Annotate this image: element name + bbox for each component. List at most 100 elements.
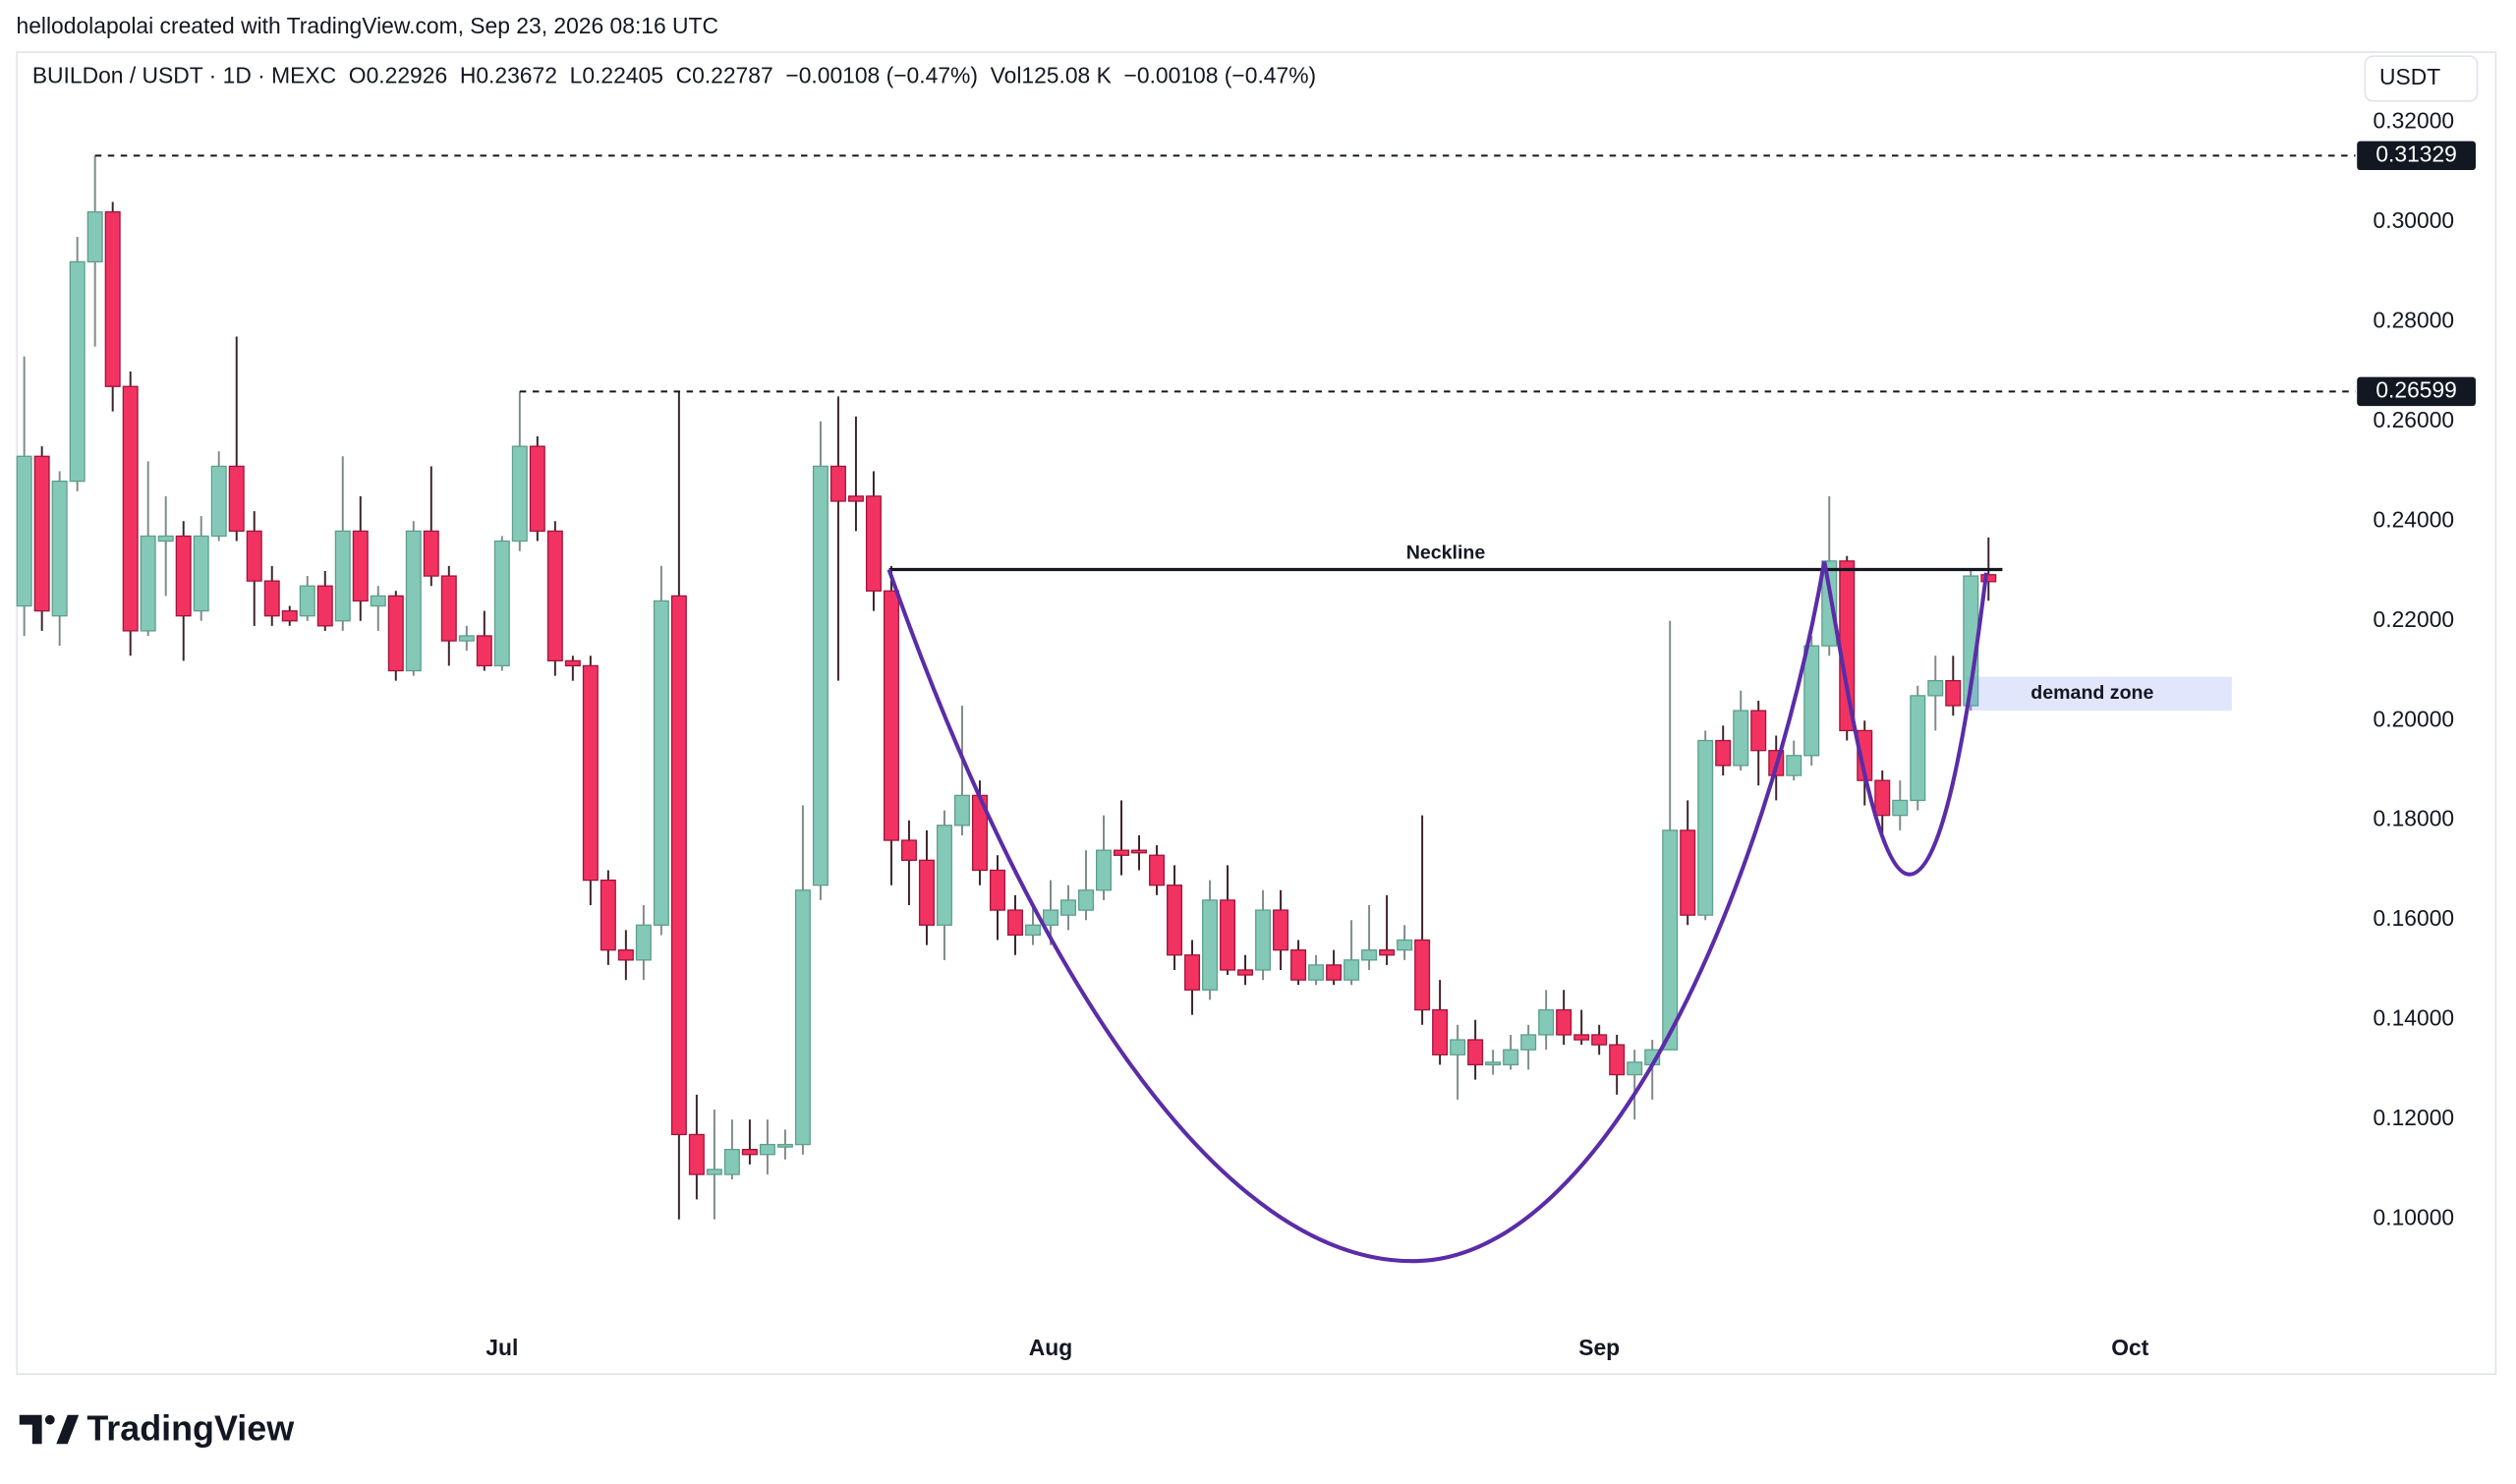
candle-body xyxy=(405,530,422,672)
candle-body xyxy=(688,1133,705,1175)
candle-body xyxy=(1609,1044,1626,1076)
candle-body xyxy=(281,609,298,622)
candle-body xyxy=(140,535,156,632)
candle-body xyxy=(918,859,935,926)
candle-body xyxy=(193,535,209,612)
level-label-box xyxy=(2357,376,2477,407)
y-tick-label: 0.30000 xyxy=(2373,207,2455,233)
candle-body xyxy=(865,495,882,592)
candle-body xyxy=(1414,939,1431,1011)
candle-body xyxy=(511,445,528,542)
candle-body xyxy=(1503,1049,1519,1066)
candle-body xyxy=(1326,964,1343,981)
y-tick-label: 0.10000 xyxy=(2373,1205,2455,1230)
candle-body xyxy=(1149,854,1166,886)
candle-body xyxy=(1485,1061,1502,1066)
candle-body xyxy=(653,599,669,926)
candle-body xyxy=(1573,1034,1590,1041)
y-tick-label: 0.14000 xyxy=(2373,1005,2455,1031)
candle-body xyxy=(299,585,315,617)
candle-body xyxy=(1750,710,1767,752)
candle-body xyxy=(1167,885,1183,956)
x-tick-label: Aug xyxy=(1029,1335,1072,1360)
candle-body xyxy=(794,889,811,1146)
candle-body xyxy=(1255,909,1272,971)
cup-curve xyxy=(886,560,1827,1264)
candle-body xyxy=(175,535,192,617)
candle-body xyxy=(1467,1039,1484,1066)
candle-body xyxy=(1662,829,1679,1051)
candle-body xyxy=(1980,574,1997,583)
candle-body xyxy=(776,1143,793,1148)
candle-body xyxy=(741,1149,758,1156)
candle-body xyxy=(33,455,50,612)
candle-body xyxy=(1237,969,1254,976)
level-label: 0.26599 xyxy=(2375,376,2457,402)
candle-body xyxy=(316,585,333,627)
candle-body xyxy=(1538,1008,1555,1036)
candle-body xyxy=(1591,1034,1608,1046)
x-tick-label: Jul xyxy=(486,1335,518,1360)
candle-body xyxy=(1910,695,1926,802)
currency-button[interactable] xyxy=(2364,55,2479,102)
candle-body xyxy=(1024,924,1041,937)
candle-body xyxy=(900,839,917,861)
level-label-box xyxy=(2357,141,2477,171)
candle-body xyxy=(1290,949,1307,981)
candle-body xyxy=(1874,779,1891,817)
candle-body xyxy=(370,595,386,607)
candle-body xyxy=(635,924,652,961)
candle-body xyxy=(953,794,970,827)
candle-body xyxy=(1273,909,1289,951)
candle-body xyxy=(1042,909,1058,926)
candle-body xyxy=(1397,939,1413,951)
candle-body xyxy=(1059,899,1076,916)
candle-body xyxy=(1078,889,1095,911)
candle-body xyxy=(582,664,599,882)
candle-body xyxy=(1202,899,1219,991)
y-tick-label: 0.22000 xyxy=(2373,606,2455,632)
candle-body xyxy=(1184,954,1201,991)
candle-body xyxy=(104,210,121,387)
candle-body xyxy=(16,455,32,607)
candle-body xyxy=(1945,679,1962,707)
candle-body xyxy=(263,580,280,617)
candle-body xyxy=(1096,849,1113,891)
level-label: 0.31329 xyxy=(2375,141,2457,166)
candle-body xyxy=(1131,849,1148,854)
candle-body xyxy=(246,530,262,582)
candle-body xyxy=(1344,959,1360,981)
x-tick-label: Sep xyxy=(1578,1335,1620,1360)
candle-body xyxy=(1715,739,1732,767)
candle-body xyxy=(1697,739,1714,916)
candle-body xyxy=(706,1169,722,1175)
candle-body xyxy=(1892,799,1909,817)
y-tick-label: 0.24000 xyxy=(2373,506,2455,532)
legend-text: BUILDon / USDT · 1D · MEXC O0.22926 H0.2… xyxy=(32,62,1316,87)
candle-body xyxy=(423,530,439,577)
currency[interactable]: USDT xyxy=(2379,64,2440,89)
candle-body xyxy=(1786,755,1802,776)
candle-body xyxy=(458,635,475,642)
candle-body xyxy=(228,465,245,533)
candle-body xyxy=(440,575,457,642)
candle-body xyxy=(936,825,952,926)
candle-body xyxy=(600,879,616,951)
handle-curve xyxy=(1822,560,1989,877)
candle-body xyxy=(1821,560,1838,647)
candle-body xyxy=(546,530,563,662)
candle-body xyxy=(1432,1008,1449,1056)
candle-body xyxy=(69,260,86,483)
candle-body xyxy=(210,465,227,538)
candle-body xyxy=(51,481,68,617)
brand-logo: TradingView xyxy=(19,1408,294,1449)
chart-frame xyxy=(16,51,2497,1375)
candle-body xyxy=(493,540,510,667)
candle-body xyxy=(1927,679,1944,697)
header: hellodolapolai created with TradingView.… xyxy=(16,13,718,38)
candle-body xyxy=(564,659,581,667)
candle-body xyxy=(1379,949,1396,956)
brand: TradingView xyxy=(86,1408,294,1449)
